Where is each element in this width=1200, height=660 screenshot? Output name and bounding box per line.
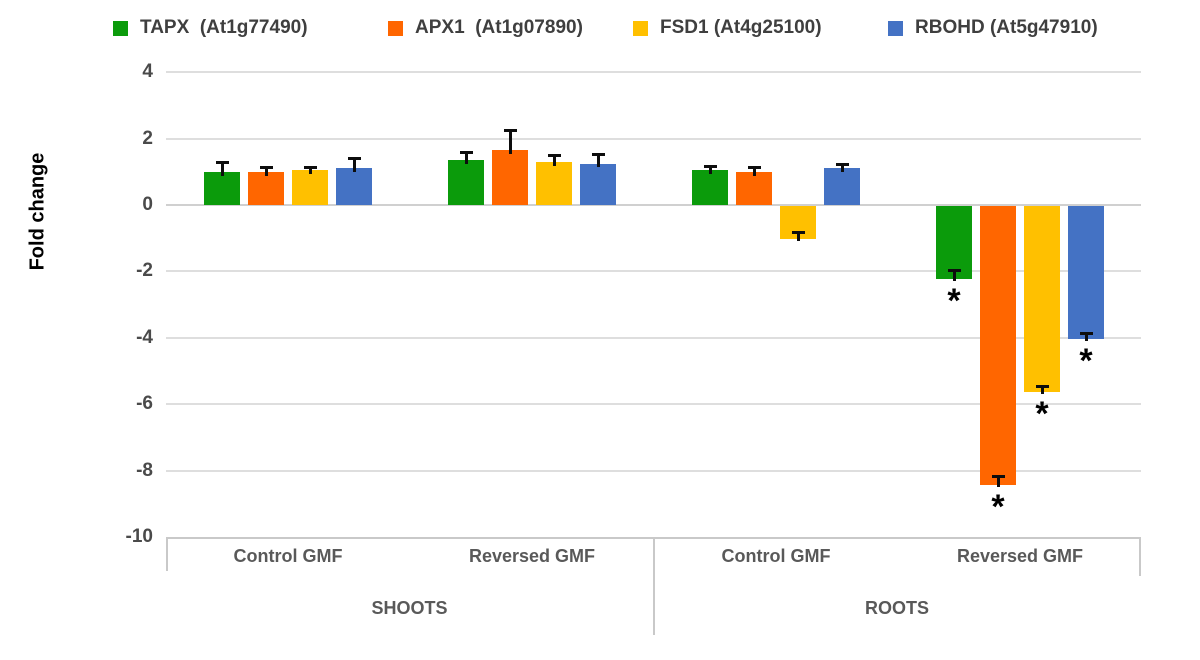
error-bar-cap — [791, 231, 805, 235]
section-label: SHOOTS — [371, 598, 448, 618]
gridline — [166, 403, 1141, 406]
legend-swatch-fsd1 — [633, 20, 648, 36]
bar — [448, 160, 484, 205]
error-bar-cap — [547, 154, 561, 158]
zero-gridline — [166, 204, 1141, 206]
legend-swatch-rbohd — [888, 20, 903, 36]
legend-item-tapx: TAPX (At1g77490) — [113, 16, 308, 40]
y-tick-label: -6 — [136, 393, 153, 415]
error-bar-stem — [708, 166, 712, 175]
error-bar-cap — [991, 474, 1005, 478]
error-bar-stem — [796, 232, 800, 242]
error-bar-cap — [259, 165, 273, 169]
error-bar-cap — [1079, 331, 1093, 335]
error-bar-stem — [308, 166, 312, 175]
bar — [1068, 206, 1104, 339]
section-label: ROOTS — [864, 598, 930, 618]
error-bar-stem — [840, 164, 844, 173]
y-tick-label: -8 — [136, 459, 153, 481]
y-tick-label: 2 — [142, 127, 153, 149]
bar — [204, 171, 240, 205]
y-tick-label: 0 — [142, 194, 153, 215]
gridline — [166, 270, 1141, 273]
error-bar-cap — [1035, 384, 1049, 388]
error-bar-stem — [752, 166, 756, 176]
error-bar-stem — [1040, 385, 1044, 394]
error-bar-stem — [1084, 332, 1088, 341]
error-bar-cap — [215, 160, 229, 164]
error-bar-stem — [952, 269, 956, 282]
y-tick-label: 4 — [142, 61, 153, 83]
significance-asterisk: * — [991, 487, 1005, 526]
bar — [580, 163, 616, 205]
y-axis-title: Fold change — [26, 152, 49, 271]
error-bar-stem — [352, 157, 356, 173]
y-tick-label: -2 — [136, 260, 153, 282]
legend-label-tapx: TAPX (At1g77490) — [140, 17, 308, 38]
error-bar-cap — [303, 165, 317, 169]
legend-label-fsd1: FSD1 (At4g25100) — [660, 17, 822, 38]
error-bar-cap — [703, 165, 717, 169]
legend-label-apx1: APX1 (At1g07890) — [415, 17, 583, 38]
error-bar-stem — [596, 153, 600, 168]
error-bar-cap — [591, 152, 605, 156]
error-bar-stem — [464, 151, 468, 165]
gridline — [166, 336, 1141, 339]
gridline — [166, 137, 1141, 140]
legend-swatch-apx1 — [388, 20, 403, 36]
bar — [936, 206, 972, 280]
error-bar-stem — [552, 155, 556, 166]
error-bar-cap — [835, 163, 849, 167]
error-bar-stem — [264, 166, 268, 176]
error-bar-cap — [347, 156, 361, 160]
error-bar-cap — [747, 165, 761, 169]
category-axis-tick — [166, 537, 168, 571]
error-bar-stem — [508, 130, 512, 155]
bar — [492, 150, 528, 205]
error-bar-stem — [996, 475, 1000, 487]
bar — [980, 206, 1016, 485]
bar — [292, 170, 328, 205]
bar — [824, 168, 860, 205]
bar — [692, 170, 728, 205]
error-bar-cap — [947, 268, 961, 272]
legend-swatch-tapx — [113, 20, 128, 36]
legend-item-apx1: APX1 (At1g07890) — [388, 16, 583, 40]
error-bar-stem — [220, 161, 224, 176]
significance-asterisk: * — [1079, 341, 1093, 380]
bar — [336, 168, 372, 205]
condition-label: Reversed GMF — [468, 546, 596, 566]
legend-item-rbohd: RBOHD (At5g47910) — [888, 16, 1098, 40]
bar — [536, 161, 572, 205]
error-bar-cap — [503, 129, 517, 133]
condition-label: Control GMF — [721, 546, 831, 566]
bar — [248, 171, 284, 205]
significance-asterisk: * — [1035, 394, 1049, 433]
category-axis-tick — [1139, 537, 1141, 576]
legend-label-rbohd: RBOHD (At5g47910) — [915, 17, 1098, 38]
gridline — [166, 469, 1141, 472]
bar — [1024, 206, 1060, 392]
condition-label: Control GMF — [233, 546, 343, 566]
condition-label: Reversed GMF — [956, 546, 1084, 566]
legend-item-fsd1: FSD1 (At4g25100) — [633, 16, 822, 40]
y-tick-label: -4 — [136, 326, 153, 348]
y-tick-label: -10 — [125, 526, 153, 547]
bar — [736, 171, 772, 205]
gridline — [166, 71, 1141, 74]
category-axis-tick — [653, 537, 655, 635]
error-bar-cap — [459, 150, 473, 154]
significance-asterisk: * — [947, 282, 961, 321]
